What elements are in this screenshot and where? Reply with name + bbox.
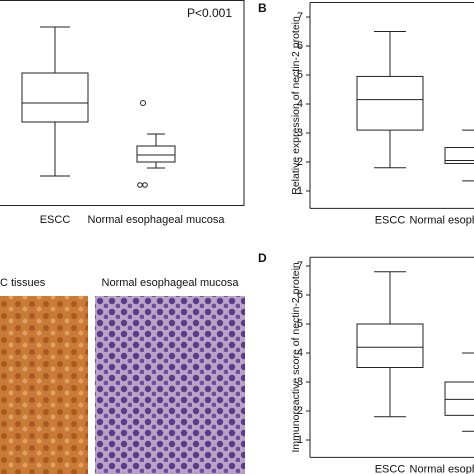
image-caption: C tissues (0, 277, 46, 289)
annotation: P<0.001 (187, 6, 232, 20)
y-tick-label: 7 (297, 260, 303, 272)
x-tick-label: Normal esophageal mucosa (88, 214, 226, 226)
y-tick-label: 4 (297, 347, 303, 359)
y-tick-label: 4 (297, 98, 303, 110)
y-tick-label: 1 (297, 185, 303, 197)
box (356, 323, 424, 368)
micrograph-normal (95, 296, 245, 474)
y-tick-label: 6 (297, 40, 303, 52)
box-a-escc (21, 26, 89, 177)
x-tick-label: ESCC (375, 214, 406, 226)
image-caption: Normal esophageal mucosa (102, 277, 240, 289)
box-a-normal (136, 100, 176, 188)
y-axis-label: Relative expression of nectin-2 protein (290, 16, 302, 195)
y-axis-label: Immunoreactive score of nectin-2 protein (290, 262, 302, 452)
panel-label: B (258, 1, 267, 15)
box (356, 75, 424, 131)
panel-c: C tissues Normal esophageal mucosa (0, 277, 245, 474)
charts: B Relative expression of nectin-2 protein… (258, 1, 474, 474)
box (444, 381, 474, 416)
y-tick-label: 6 (297, 289, 303, 301)
plot-frame (0, 0, 245, 206)
y-tick-label: 2 (297, 405, 303, 417)
y-tick-label: 5 (297, 318, 303, 330)
panel-label: D (258, 251, 267, 265)
x-tick-label: ESCC (40, 214, 71, 226)
box (444, 147, 474, 164)
y-tick-label: 2 (297, 156, 303, 168)
x-tick-label: ESCC (375, 463, 406, 474)
y-tick-label: 7 (297, 11, 303, 23)
y-tick-label: 1 (297, 434, 303, 446)
micrograph-escc (0, 296, 88, 474)
y-tick-label: 3 (297, 127, 303, 139)
x-tick-label: Normal esophageal mucosa (410, 214, 474, 226)
y-tick-label: 5 (297, 69, 303, 81)
x-tick-label: Normal esophageal mucosa (410, 463, 474, 474)
panel-a: P<0.001 ESCC Normal esophageal mucosa (0, 0, 245, 226)
y-tick-label: 3 (297, 376, 303, 388)
